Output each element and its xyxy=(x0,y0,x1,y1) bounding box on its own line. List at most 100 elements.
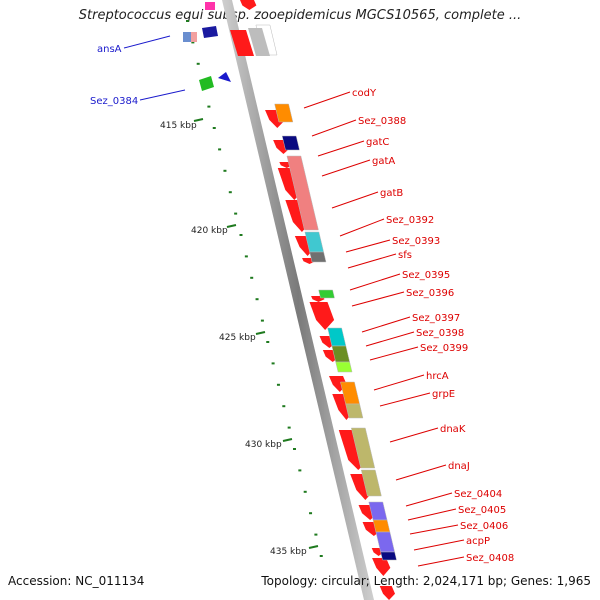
scale-ticks: 415 kbp 420 kbp 425 kbp 430 kbp 435 kbp xyxy=(160,118,319,557)
feature-block xyxy=(191,32,197,42)
label-leader-line xyxy=(395,464,447,481)
feature-block xyxy=(205,2,215,10)
gene-label: Sez_0395 xyxy=(402,270,450,281)
feature-bar xyxy=(309,251,327,263)
scale-dot xyxy=(319,555,323,557)
label-leader-line xyxy=(311,119,357,137)
genome-backbone xyxy=(222,0,374,600)
scale-dot xyxy=(218,148,222,151)
feature-bar xyxy=(318,289,335,299)
scale-dot xyxy=(228,191,232,194)
label-leader-line xyxy=(317,140,365,157)
feature-bar xyxy=(360,469,382,497)
accession-text: Accession: NC_011134 xyxy=(8,574,145,588)
scale-dots xyxy=(186,20,323,557)
label-leader-line xyxy=(339,218,385,237)
scale-tick-mark xyxy=(226,224,237,228)
feature-bar xyxy=(345,403,364,419)
feature-bar xyxy=(281,135,300,151)
scale-dot xyxy=(196,62,200,65)
feature-arrow xyxy=(199,76,214,91)
label-leader-line xyxy=(413,539,465,551)
gene-arrow xyxy=(230,30,254,56)
label-leader-line xyxy=(303,91,351,109)
gene-label: acpP xyxy=(466,536,490,547)
feature-bar xyxy=(274,103,294,123)
label-leader-line xyxy=(389,427,439,443)
scale-dot xyxy=(298,469,302,472)
scale-dot xyxy=(207,105,211,108)
scale-dot xyxy=(239,234,243,236)
gene-label: dnaJ xyxy=(448,461,470,472)
gene-label: Sez_0404 xyxy=(454,489,502,500)
label-leader-line xyxy=(407,508,457,521)
label-leader-line xyxy=(349,273,401,291)
map-title: Streptococcus equi subsp. zooepidemicus … xyxy=(78,8,522,23)
topology-text: Topology: circular; Length: 2,024,171 bp… xyxy=(261,574,591,588)
scale-dot xyxy=(293,448,296,450)
scale-tick-label: 425 kbp xyxy=(219,333,256,343)
gene-label: hrcA xyxy=(426,371,449,382)
scale-dot xyxy=(271,362,275,365)
gene-arrow xyxy=(379,586,396,600)
scale-dot xyxy=(223,169,227,172)
label-leader-line xyxy=(139,89,186,101)
scale-tick-label: 430 kbp xyxy=(245,440,282,450)
label-leader-line xyxy=(347,253,397,269)
label-leader-line xyxy=(379,392,431,407)
gene-label: grpE xyxy=(432,389,455,400)
feature-bar xyxy=(286,155,319,231)
label-leader-line xyxy=(409,524,459,535)
gene-label: Sez_0393 xyxy=(392,236,440,247)
scale-dot xyxy=(260,319,264,322)
label-leaders xyxy=(123,35,465,567)
gene-label: Sez_0405 xyxy=(458,505,506,516)
scale-dot xyxy=(212,127,216,129)
scale-dot xyxy=(309,512,313,515)
feature-bar xyxy=(380,551,397,561)
scale-tick-mark xyxy=(193,118,204,122)
scale-dot xyxy=(287,426,291,429)
label-leader-line xyxy=(373,374,425,391)
scale-tick-mark xyxy=(308,545,319,549)
gene-label: dnaK xyxy=(440,424,466,435)
scale-tick-mark xyxy=(255,331,266,335)
feature-arrow xyxy=(218,72,231,82)
gene-label: gatC xyxy=(366,137,389,148)
scale-dot xyxy=(303,490,307,493)
label-leader-line xyxy=(123,35,171,49)
gene-arrow xyxy=(240,0,257,10)
gene-label: ansA xyxy=(97,44,122,55)
scale-dot xyxy=(186,20,189,22)
scale-tick-mark xyxy=(282,438,293,442)
gene-labels: ansA Sez_0384 codY Sez_0388 gatC gatA gatB Sez_… xyxy=(90,44,514,564)
gene-arrow xyxy=(309,302,335,330)
scale-dot xyxy=(234,212,238,215)
scale-tick-label: 435 kbp xyxy=(270,547,307,557)
gene-label: gatA xyxy=(372,156,395,167)
feature-arrow xyxy=(202,26,218,38)
gene-label: sfs xyxy=(398,250,412,261)
label-leader-line xyxy=(351,291,405,307)
scale-dot xyxy=(191,41,195,44)
gene-label: Sez_0399 xyxy=(420,343,468,354)
feature-bar xyxy=(335,361,353,373)
gene-label: Sez_0408 xyxy=(466,553,514,564)
gene-label: Sez_0392 xyxy=(386,215,434,226)
feature-bar xyxy=(350,427,376,469)
gene-label: Sez_0397 xyxy=(412,313,460,324)
gene-label: codY xyxy=(352,88,377,99)
gene-label: Sez_0388 xyxy=(358,116,406,127)
label-leader-line xyxy=(321,159,371,177)
upper-features xyxy=(183,2,231,91)
gene-label: Sez_0396 xyxy=(406,288,454,299)
scale-dot xyxy=(276,383,280,386)
label-leader-line xyxy=(405,492,453,507)
label-leader-line xyxy=(361,316,411,333)
gene-arrow xyxy=(372,558,391,576)
label-leader-line xyxy=(345,239,391,253)
label-leader-line xyxy=(417,556,465,567)
label-leader-line xyxy=(331,191,379,209)
gene-label: Sez_0384 xyxy=(90,96,138,107)
